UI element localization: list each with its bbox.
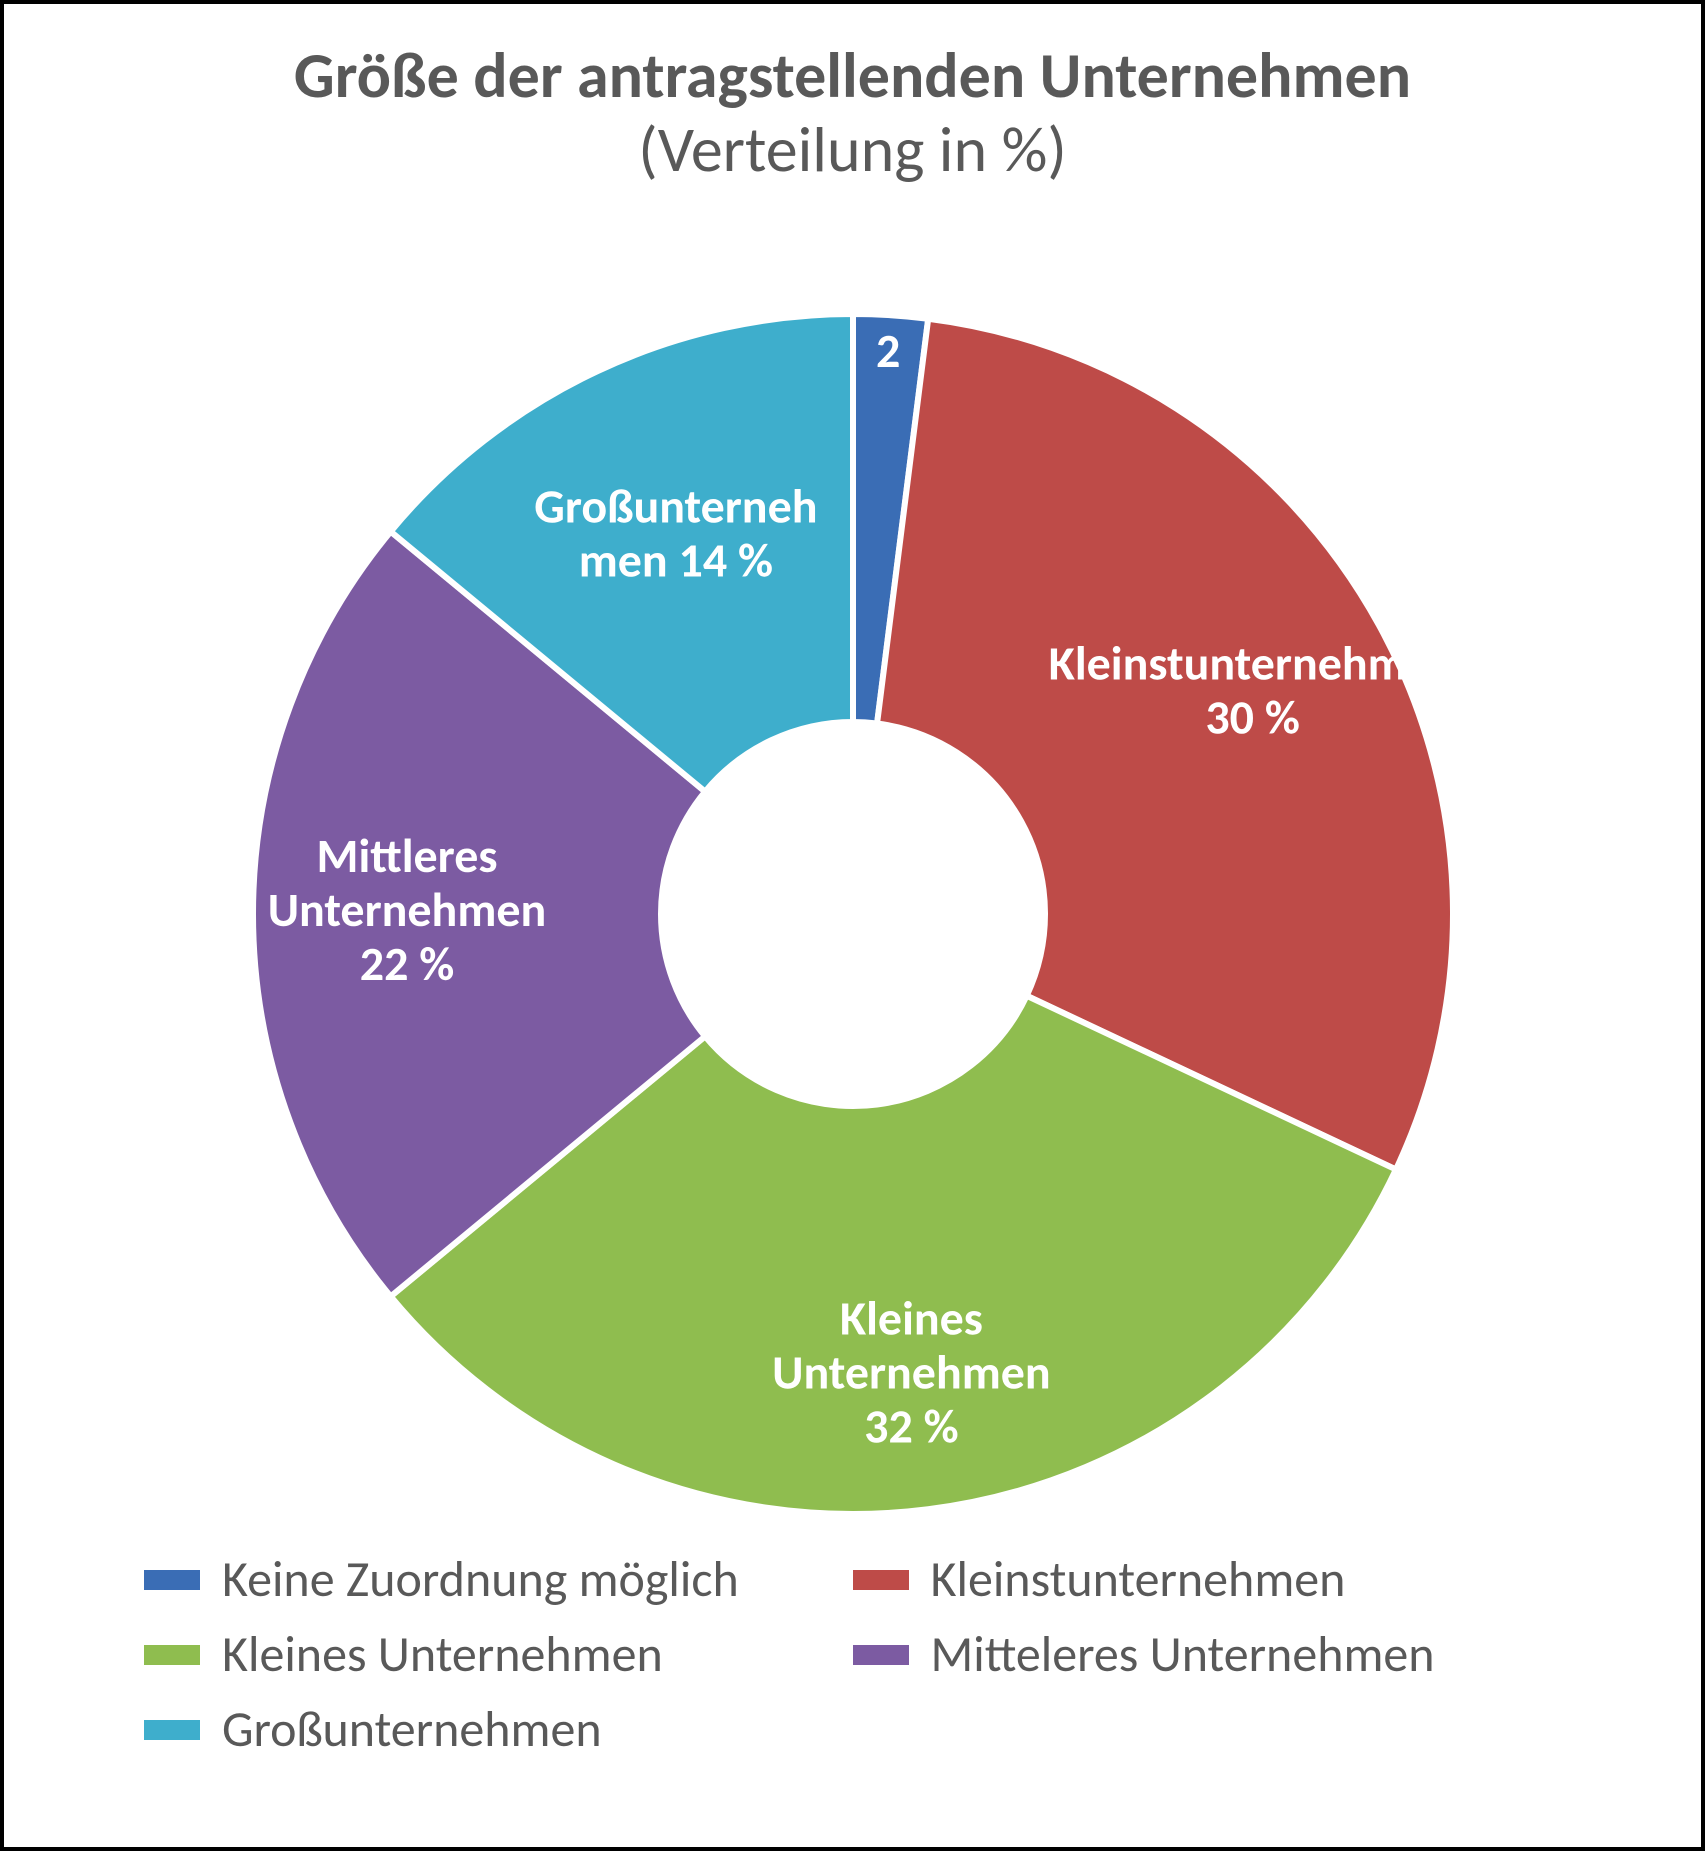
legend-label: Kleines Unternehmen bbox=[222, 1627, 663, 1682]
legend-swatch bbox=[144, 1720, 200, 1740]
donut-svg: 2Kleinstunternehmen30 %KleinesUnternehme… bbox=[203, 264, 1503, 1564]
legend-swatch bbox=[144, 1645, 200, 1665]
legend-swatch bbox=[853, 1645, 909, 1665]
legend-label: Großunternehmen bbox=[222, 1702, 602, 1757]
chart-frame: Größe der antragstellenden Unternehmen (… bbox=[0, 0, 1705, 1851]
chart-title-main: Größe der antragstellenden Unternehmen bbox=[4, 40, 1701, 114]
legend-swatch bbox=[853, 1570, 909, 1590]
legend-item-1: Kleinstunternehmen bbox=[853, 1552, 1562, 1607]
legend-item-3: Mitteleres Unternehmen bbox=[853, 1627, 1562, 1682]
title-block: Größe der antragstellenden Unternehmen (… bbox=[4, 40, 1701, 187]
chart-title-sub: (Verteilung in %) bbox=[4, 114, 1701, 188]
legend: Keine Zuordnung möglich Kleinstunternehme… bbox=[144, 1552, 1561, 1777]
legend-item-0: Keine Zuordnung möglich bbox=[144, 1552, 853, 1607]
donut-chart: 2Kleinstunternehmen30 %KleinesUnternehme… bbox=[203, 264, 1503, 1564]
slice-kleinst bbox=[877, 319, 1453, 1170]
legend-label: Keine Zuordnung möglich bbox=[222, 1552, 739, 1607]
legend-label: Mitteleres Unternehmen bbox=[931, 1627, 1435, 1682]
legend-item-4: Großunternehmen bbox=[144, 1702, 853, 1757]
legend-label: Kleinstunternehmen bbox=[931, 1552, 1346, 1607]
legend-swatch bbox=[144, 1570, 200, 1590]
slice-label-keine: 2 bbox=[875, 321, 899, 380]
legend-item-2: Kleines Unternehmen bbox=[144, 1627, 853, 1682]
